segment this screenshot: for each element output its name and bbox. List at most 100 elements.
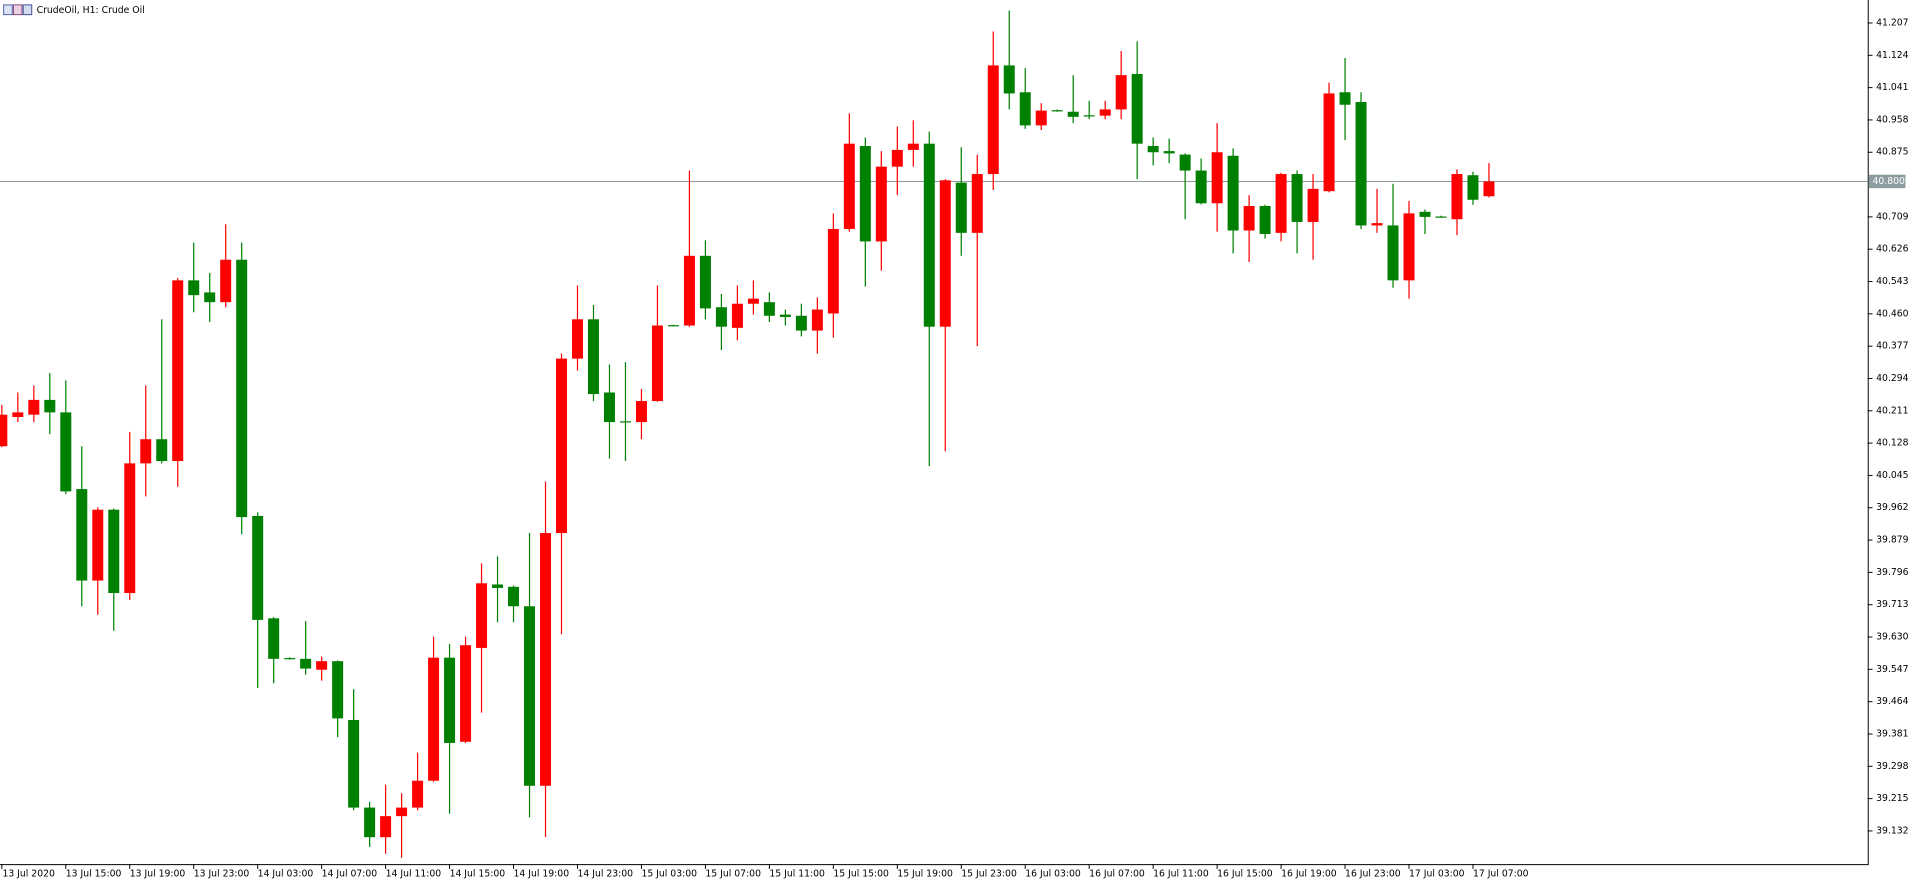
candle-body (699, 255, 711, 309)
candle-body (508, 586, 520, 607)
x-tick-label: 14 Jul 15:00 (450, 868, 506, 879)
candle-body (1387, 225, 1399, 281)
y-tick-label: 39.298 (1876, 761, 1909, 772)
candle-body (1035, 110, 1047, 126)
candle-body (971, 174, 983, 233)
y-tick-label: 41.041 (1876, 82, 1909, 93)
candle-body (444, 657, 456, 743)
candle-body (124, 463, 136, 594)
candle-body (252, 515, 264, 620)
candle-body (1355, 102, 1367, 226)
candle-body (1067, 111, 1079, 117)
candle-body (587, 319, 599, 395)
candle-body (1403, 213, 1415, 281)
x-tick-label: 14 Jul 19:00 (514, 868, 570, 879)
candle-body (715, 307, 727, 327)
x-tick-label: 14 Jul 07:00 (322, 868, 378, 879)
candle-body (1003, 65, 1015, 94)
candle-body (1243, 205, 1255, 231)
candle-body (1451, 174, 1463, 220)
candle-body (412, 780, 424, 808)
y-tick-label: 39.879 (1876, 535, 1909, 546)
candle-body (859, 146, 871, 242)
candle-body (12, 412, 24, 418)
candle-body (76, 489, 88, 581)
candle-body (1131, 73, 1143, 144)
y-tick-label: 39.547 (1876, 664, 1909, 675)
y-tick-label: 39.796 (1876, 567, 1909, 578)
candle-body (188, 280, 200, 296)
last-price-label: 40.800 (1872, 176, 1905, 187)
candle-body (0, 414, 8, 447)
candle-body (747, 298, 759, 304)
x-tick-label: 14 Jul 03:00 (258, 868, 314, 879)
candle-body (923, 143, 935, 327)
candle-body (460, 645, 472, 742)
candle-body (348, 719, 360, 808)
candle-body (1275, 174, 1287, 233)
candle-body (955, 182, 967, 233)
candle-body (316, 661, 328, 670)
x-tick-label: 13 Jul 15:00 (66, 868, 122, 879)
candle-body (572, 319, 583, 359)
x-tick-label: 16 Jul 11:00 (1153, 868, 1209, 879)
candle-body (140, 439, 152, 464)
y-tick-label: 40.294 (1876, 373, 1909, 384)
candle-body (92, 509, 104, 581)
x-tick-label: 15 Jul 23:00 (961, 868, 1017, 879)
candle-body (204, 292, 216, 303)
candle-body (1227, 155, 1239, 231)
x-tick-label: 15 Jul 07:00 (705, 868, 761, 879)
x-tick-label: 13 Jul 19:00 (130, 868, 186, 879)
candle-body (236, 259, 248, 518)
candle-body (731, 303, 743, 328)
x-tick-label: 14 Jul 23:00 (577, 868, 633, 879)
candle-body (156, 439, 168, 462)
y-tick-label: 40.626 (1876, 244, 1909, 255)
y-tick-label: 39.132 (1876, 825, 1908, 836)
candle-body (1483, 181, 1495, 197)
candle-body (476, 583, 488, 648)
candle-body (987, 65, 999, 175)
y-tick-label: 39.630 (1876, 632, 1909, 643)
x-tick-label: 16 Jul 15:00 (1217, 868, 1273, 879)
y-tick-label: 40.709 (1876, 211, 1909, 222)
y-tick-label: 40.377 (1876, 341, 1909, 352)
candle-body (1115, 75, 1127, 110)
x-tick-label: 16 Jul 03:00 (1025, 868, 1081, 879)
x-tick-label: 16 Jul 23:00 (1345, 868, 1401, 879)
candle-body (332, 661, 344, 719)
candle-body (1019, 92, 1031, 126)
candle-body (779, 314, 791, 317)
y-tick-label: 40.875 (1876, 147, 1909, 158)
candle-body (1339, 92, 1351, 105)
last-price-box (1868, 174, 1906, 189)
y-tick-label: 39.464 (1876, 696, 1909, 707)
candle-body (1083, 115, 1095, 117)
x-tick-label: 15 Jul 03:00 (641, 868, 697, 879)
y-tick-label: 39.381 (1876, 728, 1909, 739)
candle-body (635, 401, 647, 423)
candle-body (1163, 151, 1175, 154)
candle-body (380, 816, 392, 838)
candle-body (1195, 170, 1207, 204)
candle-body (172, 280, 184, 462)
candle-body (891, 149, 903, 167)
candle-body (875, 166, 887, 242)
candle-body (1371, 223, 1383, 226)
candle-body (619, 421, 631, 423)
candle-body (1179, 154, 1191, 171)
candle-body (1307, 188, 1319, 222)
candle-body (1467, 175, 1479, 200)
y-tick-label: 39.713 (1876, 599, 1909, 610)
candle-body (60, 412, 72, 492)
candle-body (1051, 110, 1063, 112)
candle-body (667, 325, 679, 327)
y-tick-label: 41.124 (1876, 50, 1909, 61)
x-tick-label: 17 Jul 07:00 (1473, 868, 1529, 879)
x-tick-label: 15 Jul 11:00 (769, 868, 825, 879)
candle-body (1099, 109, 1111, 116)
y-tick-label: 40.211 (1876, 405, 1909, 416)
